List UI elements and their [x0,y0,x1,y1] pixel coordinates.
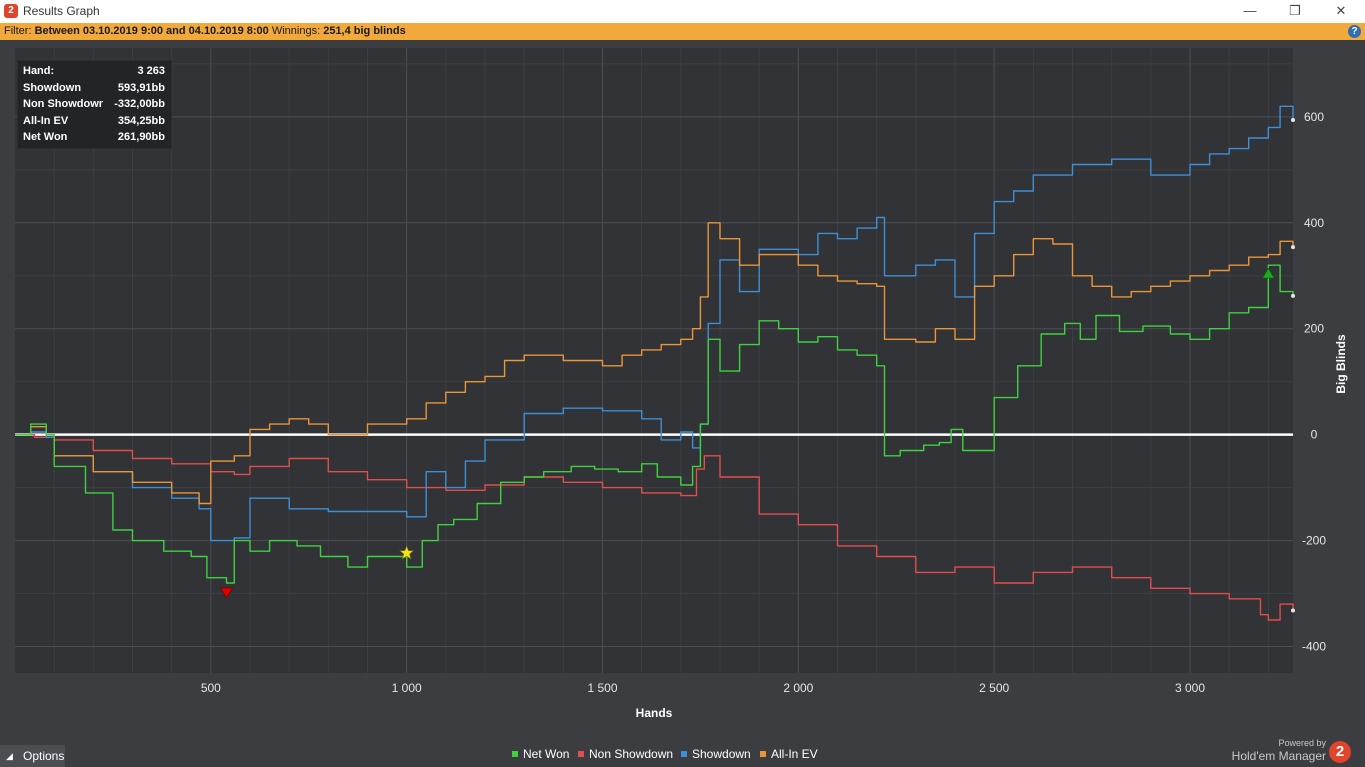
x-tick-label: 3 000 [1175,681,1205,695]
series-end-point [1291,293,1295,298]
y-axis-title: Big Blinds [1334,334,1348,394]
tooltip-value: 261,90bb [117,131,165,143]
filter-range: Between 03.10.2019 9:00 and 04.10.2019 8… [34,25,269,37]
y-tick-label: 400 [1304,216,1324,230]
plot-area [15,48,1293,673]
x-tick-label: 500 [201,681,221,695]
winnings-value: 251,4 big blinds [323,25,406,37]
close-button[interactable]: ✕ [1335,3,1347,18]
caret-icon: ◢ [6,751,13,761]
tooltip-value: -332,00bb [114,98,165,110]
max-marker-icon [1261,267,1276,279]
legend-item-net-won[interactable]: Net Won [512,747,569,761]
legend-label: Showdown [692,747,751,761]
app-logo-icon: 2 [4,4,18,18]
y-tick-label: -400 [1302,640,1326,654]
x-tick-label: 2 500 [979,681,1009,695]
legend-swatch [760,751,766,757]
tooltip-row-showdown: Showdown 593,91bb [23,82,168,98]
legend-label: All-In EV [771,747,818,761]
x-tick-label: 1 000 [392,681,422,695]
series-line-non-showdown [15,434,1294,621]
options-button[interactable]: ◢ Options [0,745,65,767]
series-end-point [1291,608,1295,613]
legend-swatch [512,751,518,757]
tooltip-key: Non Showdown [23,98,103,110]
tooltip-value: 354,25bb [117,115,165,127]
options-label: Options [23,749,65,763]
window-title: Results Graph [23,4,100,18]
legend-swatch [681,751,687,757]
y-tick-label: 600 [1304,110,1324,124]
legend-item-showdown[interactable]: Showdown [681,747,751,761]
series-line-all-in-ev [15,222,1294,505]
legend-item-non-showdown[interactable]: Non Showdown [578,747,673,761]
series-line-net-won [15,264,1294,584]
star-marker-icon [399,545,415,560]
tooltip-key: Net Won [23,131,68,143]
legend-item-allin-ev[interactable]: All-In EV [760,747,818,761]
tooltip-value: 3 263 [137,65,165,77]
title-bar: 2 Results Graph — ❐ ✕ [0,0,1365,23]
minimize-button[interactable]: — [1243,3,1257,18]
tooltip-row-net-won: Net Won 261,90bb [23,131,168,147]
winnings-label: Winnings: [271,25,321,37]
legend-label: Non Showdown [589,747,674,761]
y-tick-label: -200 [1302,534,1326,548]
tooltip-value: 593,91bb [117,82,165,94]
tooltip-key: All-In EV [23,115,69,127]
powered-by-label: Powered by [1278,738,1326,748]
x-tick-label: 2 000 [783,681,813,695]
tooltip-row-non-showdown: Non Showdown -332,00bb [23,98,168,114]
tooltip-row-allin-ev: All-In EV 354,25bb [23,115,168,131]
series-end-point [1291,118,1295,123]
tooltip-key: Showdown [23,82,82,94]
tooltip-row-hand: Hand: 3 263 [23,65,168,81]
min-marker-icon [219,587,234,599]
series-end-point [1291,245,1295,250]
legend-swatch [578,751,584,757]
restore-button[interactable]: ❐ [1289,3,1301,18]
filter-bar: Filter: Between 03.10.2019 9:00 and 04.1… [0,23,1365,40]
hm2-logo-icon: 2 [1329,741,1351,763]
filter-label: Filter: [4,25,32,37]
results-graph-chart[interactable]: 500 1 000 1 500 2 000 2 500 3 000 -400 -200 0 200… [0,40,1365,745]
legend-label: Net Won [523,747,570,761]
product-name: Hold'em Manager [1231,749,1326,763]
x-axis-title: Hands [636,706,673,720]
y-tick-label: 0 [1311,428,1318,442]
powered-by: Powered by Hold'em Manager [1230,738,1326,763]
filter-text: Filter: Between 03.10.2019 9:00 and 04.1… [4,23,406,40]
help-icon[interactable]: ? [1348,25,1361,38]
hover-tooltip: Hand: 3 263 Showdown 593,91bb Non Showdo… [17,60,172,149]
x-tick-label: 1 500 [587,681,617,695]
y-tick-label: 200 [1304,322,1324,336]
tooltip-key: Hand: [23,65,55,77]
